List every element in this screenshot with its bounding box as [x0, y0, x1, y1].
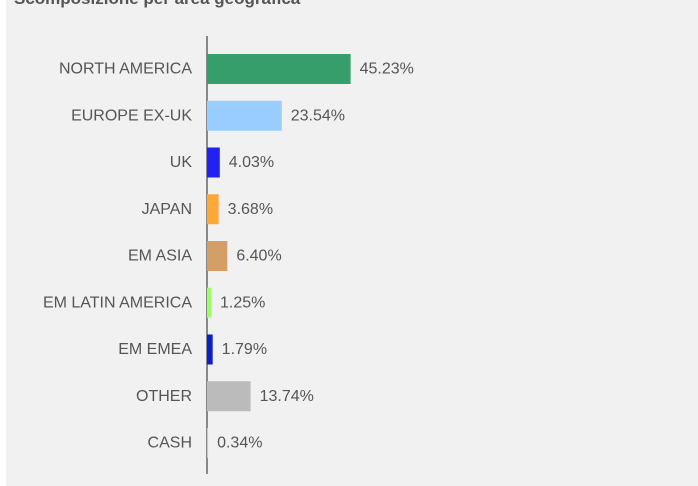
category-label: EM LATIN AMERICA	[43, 294, 192, 311]
category-label: CASH	[148, 435, 192, 452]
value-label: 0.34%	[217, 435, 262, 452]
category-label: OTHER	[136, 388, 192, 405]
bar	[207, 381, 251, 412]
bar	[207, 241, 228, 271]
chart-title: Scomposizione per area geografica	[14, 0, 300, 9]
value-label: 1.79%	[222, 341, 267, 358]
bar	[207, 428, 209, 458]
bar	[207, 54, 351, 84]
value-label: 3.68%	[228, 201, 273, 218]
category-label: EM ASIA	[128, 248, 192, 265]
value-label: 45.23%	[360, 61, 414, 78]
category-label: JAPAN	[142, 201, 192, 218]
bar	[207, 287, 211, 318]
value-label: 13.74%	[260, 388, 314, 405]
value-label: 1.25%	[220, 294, 265, 311]
category-label: NORTH AMERICA	[59, 61, 192, 78]
bar	[207, 194, 219, 225]
category-label: EUROPE EX-UK	[71, 107, 192, 124]
chart-panel: Scomposizione per area geografica	[6, 0, 698, 486]
bar	[207, 147, 220, 178]
category-label: EM EMEA	[118, 341, 192, 358]
bar	[207, 100, 282, 131]
value-label: 23.54%	[291, 107, 345, 124]
value-label: 6.40%	[236, 248, 281, 265]
value-label: 4.03%	[229, 154, 274, 171]
bar	[207, 334, 213, 365]
category-label: UK	[170, 154, 193, 171]
